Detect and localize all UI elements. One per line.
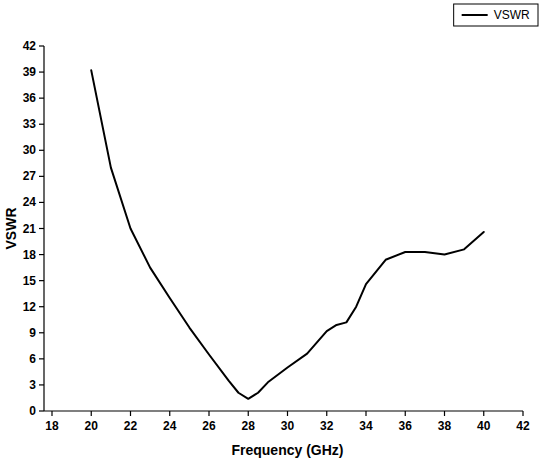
legend: VSWR bbox=[454, 4, 538, 26]
x-tick-label: 36 bbox=[399, 419, 413, 433]
y-tick bbox=[39, 228, 44, 229]
y-tick-label: 0 bbox=[29, 404, 36, 418]
y-tick bbox=[39, 98, 44, 99]
y-tick-label: 12 bbox=[23, 300, 37, 314]
x-axis-line bbox=[44, 410, 523, 411]
y-tick bbox=[39, 71, 44, 72]
x-tick bbox=[51, 411, 52, 416]
x-tick bbox=[444, 411, 445, 416]
y-tick-label: 27 bbox=[23, 169, 37, 183]
x-tick-label: 20 bbox=[85, 419, 99, 433]
y-tick-label: 33 bbox=[23, 117, 37, 131]
x-tick-label: 42 bbox=[516, 419, 530, 433]
y-tick-label: 15 bbox=[23, 274, 37, 288]
x-tick bbox=[326, 411, 327, 416]
x-tick bbox=[208, 411, 209, 416]
y-axis-title: VSWR bbox=[3, 208, 19, 250]
y-tick bbox=[39, 45, 44, 46]
x-tick-label: 26 bbox=[202, 419, 216, 433]
chart: 1820222426283032343638404203691215182124… bbox=[0, 0, 544, 475]
y-tick-label: 30 bbox=[23, 143, 37, 157]
y-tick bbox=[39, 176, 44, 177]
y-tick-label: 6 bbox=[29, 352, 36, 366]
y-tick-label: 36 bbox=[23, 91, 37, 105]
y-tick-label: 21 bbox=[23, 222, 37, 236]
x-tick-label: 34 bbox=[359, 419, 373, 433]
y-tick bbox=[39, 410, 44, 411]
y-tick bbox=[39, 332, 44, 333]
x-tick bbox=[287, 411, 288, 416]
y-tick bbox=[39, 254, 44, 255]
y-tick bbox=[39, 306, 44, 307]
x-tick bbox=[365, 411, 366, 416]
x-tick bbox=[405, 411, 406, 416]
x-tick bbox=[169, 411, 170, 416]
legend-swatch bbox=[462, 14, 488, 16]
x-tick bbox=[248, 411, 249, 416]
x-tick bbox=[522, 411, 523, 416]
y-tick bbox=[39, 150, 44, 151]
x-tick bbox=[130, 411, 131, 416]
legend-label: VSWR bbox=[494, 8, 530, 22]
y-tick bbox=[39, 280, 44, 281]
x-tick-label: 40 bbox=[477, 419, 491, 433]
x-tick-label: 30 bbox=[281, 419, 295, 433]
x-tick bbox=[91, 411, 92, 416]
x-tick-label: 32 bbox=[320, 419, 334, 433]
series-line bbox=[91, 70, 484, 399]
x-tick-label: 38 bbox=[438, 419, 452, 433]
plot-area bbox=[91, 70, 484, 399]
y-tick bbox=[39, 358, 44, 359]
x-tick-label: 24 bbox=[163, 419, 177, 433]
y-tick bbox=[39, 124, 44, 125]
y-tick bbox=[39, 202, 44, 203]
y-tick-label: 24 bbox=[23, 195, 37, 209]
x-axis-title: Frequency (GHz) bbox=[231, 442, 343, 458]
y-tick bbox=[39, 384, 44, 385]
y-tick-label: 39 bbox=[23, 65, 37, 79]
y-tick-label: 42 bbox=[23, 39, 37, 53]
y-tick-label: 9 bbox=[29, 326, 36, 340]
y-tick-label: 3 bbox=[29, 378, 36, 392]
x-tick-label: 22 bbox=[124, 419, 138, 433]
x-tick bbox=[483, 411, 484, 416]
y-tick-label: 18 bbox=[23, 248, 37, 262]
x-tick-label: 18 bbox=[45, 419, 59, 433]
x-tick-label: 28 bbox=[242, 419, 256, 433]
legend-box bbox=[454, 4, 538, 26]
